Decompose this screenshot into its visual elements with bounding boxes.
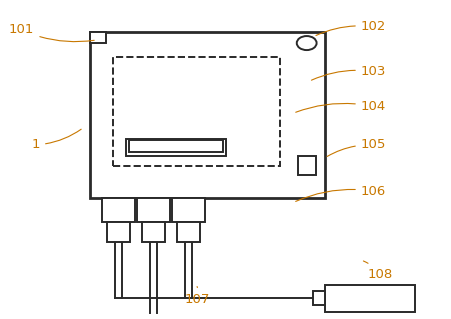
Bar: [313, 292, 325, 305]
Bar: [325, 285, 415, 312]
Bar: [102, 198, 134, 222]
Bar: [90, 32, 325, 198]
Bar: [177, 222, 200, 242]
Text: 103: 103: [312, 65, 386, 80]
Bar: [142, 222, 165, 242]
Circle shape: [297, 36, 317, 50]
Bar: [106, 222, 130, 242]
Bar: [129, 140, 223, 152]
Text: 107: 107: [185, 286, 210, 306]
Bar: [126, 139, 226, 156]
Text: 108: 108: [364, 261, 393, 280]
Bar: [172, 198, 205, 222]
Text: 102: 102: [316, 20, 386, 35]
Bar: [90, 32, 106, 43]
Text: 101: 101: [9, 24, 94, 42]
Text: 1: 1: [32, 129, 81, 151]
Text: 104: 104: [296, 100, 386, 113]
Text: 106: 106: [296, 185, 386, 201]
Bar: [113, 57, 280, 166]
Text: 105: 105: [327, 138, 386, 157]
Bar: [298, 156, 316, 175]
Bar: [137, 198, 170, 222]
